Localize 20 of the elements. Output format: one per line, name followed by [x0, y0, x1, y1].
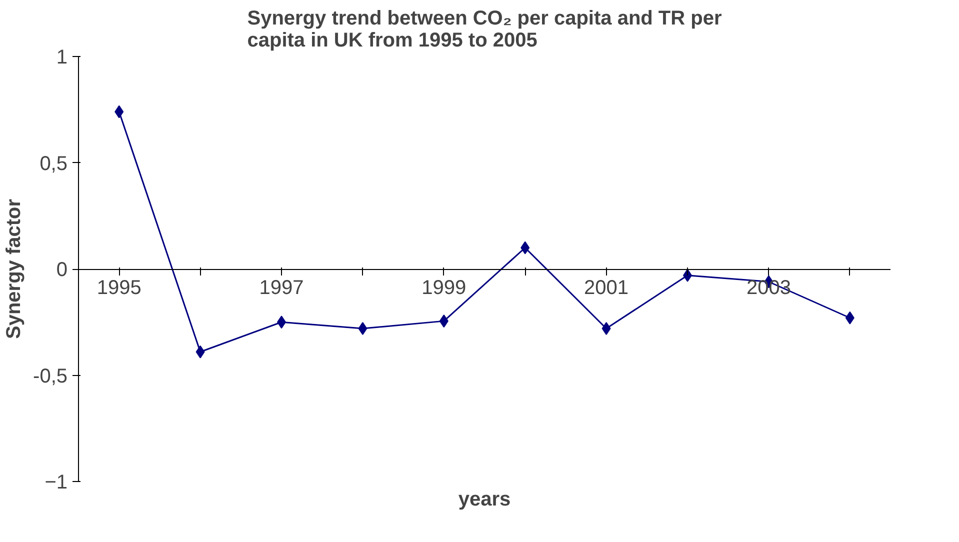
- point: [358, 322, 368, 335]
- y-tick-label: 0,5: [40, 152, 68, 175]
- point: [439, 314, 448, 328]
- y-tick-label: 1: [56, 46, 68, 68]
- x-axis-title: years: [458, 488, 511, 510]
- y-axis-title: Synergy factor: [3, 198, 26, 340]
- y-tick-label: -0,5: [33, 365, 68, 388]
- x-tick-label: 1999: [422, 277, 466, 299]
- y-tick-label: −1: [44, 472, 68, 494]
- x-tick-label: 2001: [584, 277, 629, 299]
- x-tick-label: 2003: [746, 277, 791, 299]
- point: [602, 322, 611, 335]
- x-tick-label: 1995: [96, 277, 142, 299]
- point: [114, 105, 124, 118]
- point: [196, 345, 205, 358]
- point: [520, 241, 530, 254]
- y-tick-label: 0: [56, 259, 68, 281]
- x-tick-label: 1997: [259, 277, 304, 299]
- chart-title: Synergy trend between CO₂ per capita and TR per capita in UK from 1995 to 2005: [247, 8, 722, 52]
- point: [845, 311, 854, 324]
